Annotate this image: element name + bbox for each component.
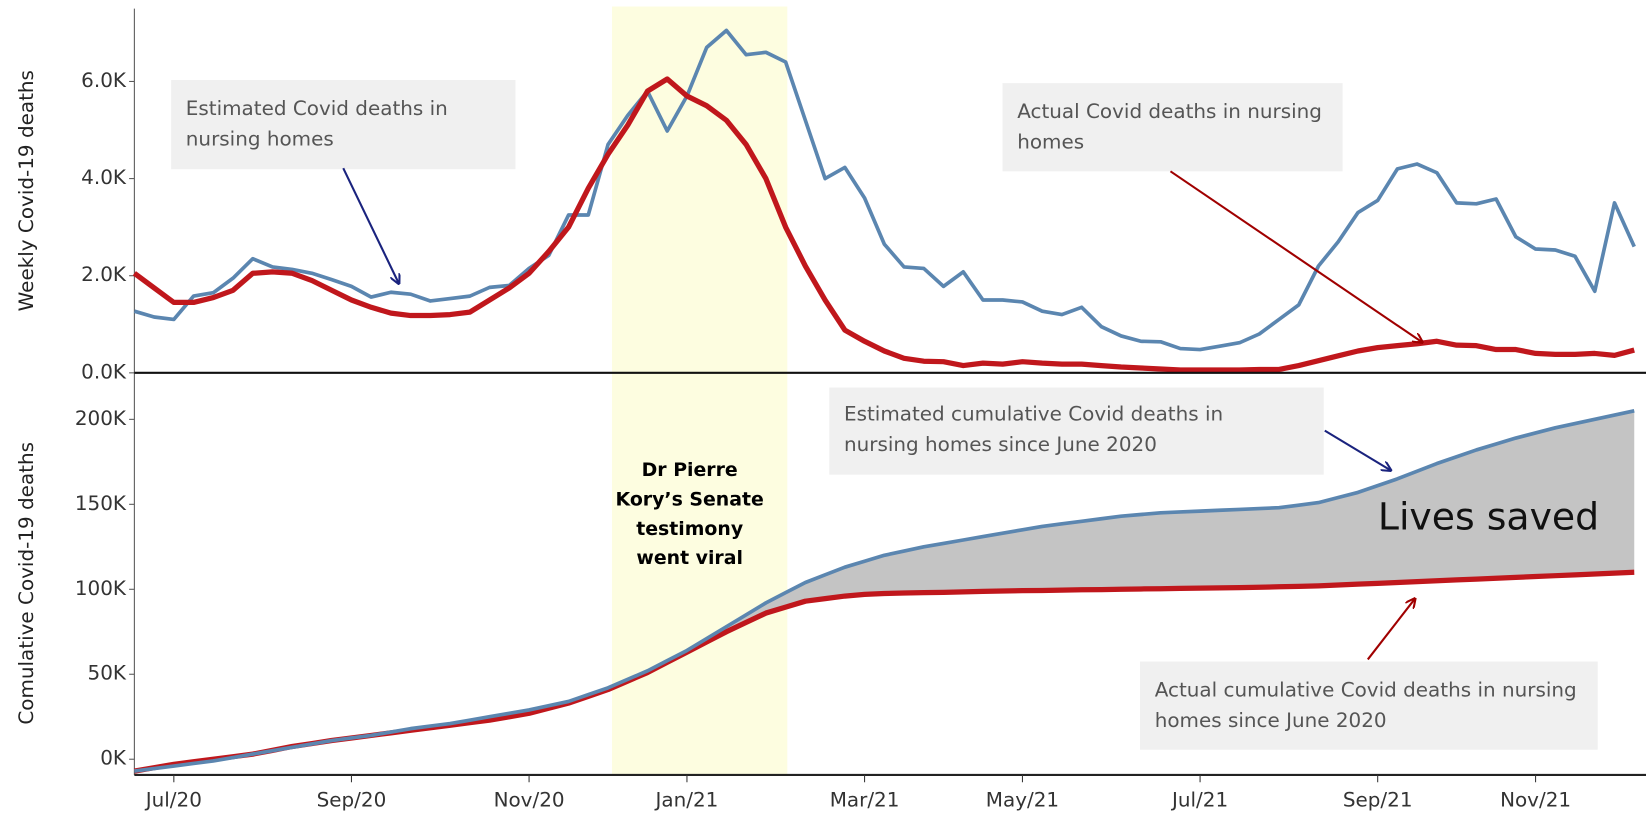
x-tick-label: Sep/21 <box>1343 788 1413 812</box>
x-tick-label: Mar/21 <box>830 788 900 812</box>
annotation-text: Lives saved <box>1378 494 1599 538</box>
annotation-text: nursing homes <box>186 126 334 150</box>
annotation-text: homes since June 2020 <box>1155 708 1387 732</box>
x-tick-label: Sep/20 <box>317 788 387 812</box>
x-tick-label: Jul/20 <box>144 788 202 812</box>
y-tick-label: 200K <box>75 406 127 430</box>
annotation-text: Actual cumulative Covid deaths in nursin… <box>1155 677 1577 701</box>
series-line <box>133 28 1636 352</box>
annotation-box <box>171 79 516 170</box>
annotation-text: testimony <box>636 518 743 540</box>
y-axis-title: Comulative Covid-19 deaths <box>14 442 38 725</box>
x-tick-label: Jan/21 <box>654 788 719 812</box>
annotation-arrow <box>1324 429 1391 471</box>
annotation-text: Kory’s Senate <box>616 488 764 510</box>
y-tick-label: 100K <box>75 576 127 600</box>
y-tick-label: 6.0K <box>81 68 127 92</box>
y-tick-label: 0.0K <box>81 359 127 383</box>
y-tick-label: 50K <box>88 661 127 685</box>
x-tick-label: May/21 <box>986 788 1059 812</box>
x-tick-label: Jul/21 <box>1170 788 1228 812</box>
annotation-text: went viral <box>636 547 743 569</box>
y-tick-label: 4.0K <box>81 165 127 189</box>
annotation-box <box>1140 661 1598 750</box>
annotation-arrow <box>342 167 399 283</box>
series-line <box>132 76 1635 373</box>
annotation-box <box>829 387 1324 475</box>
annotation-box <box>1002 83 1343 172</box>
annotation-text: nursing homes since June 2020 <box>844 432 1157 456</box>
y-tick-label: 150K <box>75 491 127 515</box>
annotation-text: Actual Covid deaths in nursing <box>1017 99 1322 123</box>
highlight-band <box>612 6 788 775</box>
annotation-text: homes <box>1017 129 1084 153</box>
y-tick-label: 2.0K <box>81 262 127 286</box>
annotation-arrow <box>1366 599 1415 661</box>
y-axis-title: Weekly Covid-19 deaths <box>14 70 38 311</box>
annotation-text: Estimated cumulative Covid deaths in <box>844 401 1223 425</box>
x-tick-label: Nov/20 <box>494 788 565 812</box>
annotation-text: Estimated Covid deaths in <box>186 96 448 120</box>
x-tick-label: Nov/21 <box>1500 788 1571 812</box>
annotation-text: Dr Pierre <box>642 459 738 481</box>
annotation-arrow <box>1169 170 1422 342</box>
y-tick-label: 0K <box>100 746 127 770</box>
series-line <box>134 409 1635 773</box>
